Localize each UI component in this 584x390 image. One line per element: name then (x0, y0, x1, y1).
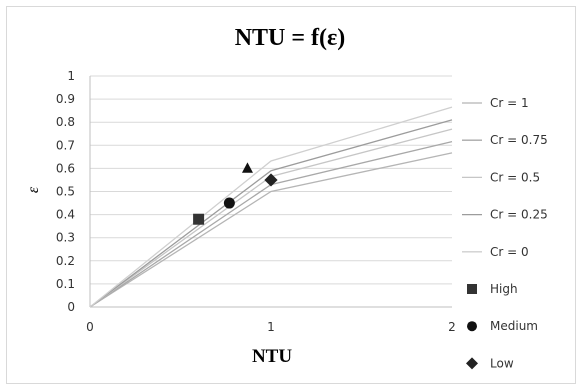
y-tick-label-3: 0.3 (56, 231, 75, 245)
y-tick-label-1: 0.1 (56, 277, 75, 291)
data-point-low (264, 173, 278, 187)
legend-marker-low (466, 357, 478, 370)
series-line-cr-0-25 (89, 119, 453, 308)
y-tick-label-9: 0.9 (56, 92, 75, 106)
x-tick-label-1: 1 (267, 320, 275, 334)
legend-label-cr-0-75: Cr = 0.75 (490, 133, 548, 147)
y-tick-label-2: 0.2 (56, 254, 75, 268)
chart-title: NTU = f(ε) (235, 25, 346, 51)
axes (89, 76, 452, 308)
series (89, 106, 453, 308)
chart-frame (6, 6, 576, 384)
y-tick-label-5: 0.5 (56, 185, 75, 199)
x-tick-label-2: 2 (448, 320, 456, 334)
data-point-high (193, 213, 205, 225)
legend-label-high: High (490, 282, 518, 296)
legend-label-cr-0: Cr = 0 (490, 245, 529, 259)
legend-marker-high (467, 284, 477, 294)
data-point-medium (223, 197, 235, 209)
y-tick-label-7: 0.7 (56, 138, 75, 152)
data-point-desain (241, 162, 253, 173)
series-line-cr-0 (89, 106, 453, 308)
series-line-cr-1 (89, 152, 453, 308)
y-tick-label-4: 0.4 (56, 208, 75, 222)
legend-label-cr-1: Cr = 1 (490, 96, 529, 110)
y-axis-label: ε (25, 186, 42, 193)
x-axis-label: NTU (252, 346, 292, 367)
legend-marker-medium (467, 321, 477, 332)
legend: Cr = 1 Cr = 0.75 Cr = 0.5 Cr = 0.25 Cr = 0 Hi… (462, 96, 548, 370)
y-tick-label-8: 0.8 (56, 115, 75, 129)
series-line-cr-0-75 (89, 140, 453, 308)
legend-label-low: Low (490, 356, 514, 370)
tick-labels: 0 0.1 0.2 0.3 0.4 0.5 0.6 0.7 0.8 0.9 1 0 1 2 (56, 69, 456, 334)
y-tick-label-6: 0.6 (56, 161, 75, 175)
legend-label-cr-0-25: Cr = 0.25 (490, 208, 548, 222)
legend-label-cr-0-5: Cr = 0.5 (490, 170, 540, 184)
legend-label-medium: Medium (490, 319, 538, 333)
y-tick-label-0: 0 (67, 300, 75, 314)
x-tick-label-0: 0 (86, 320, 94, 334)
series-line-cr-0-5 (89, 128, 453, 308)
y-tick-label-10: 1 (67, 69, 75, 83)
